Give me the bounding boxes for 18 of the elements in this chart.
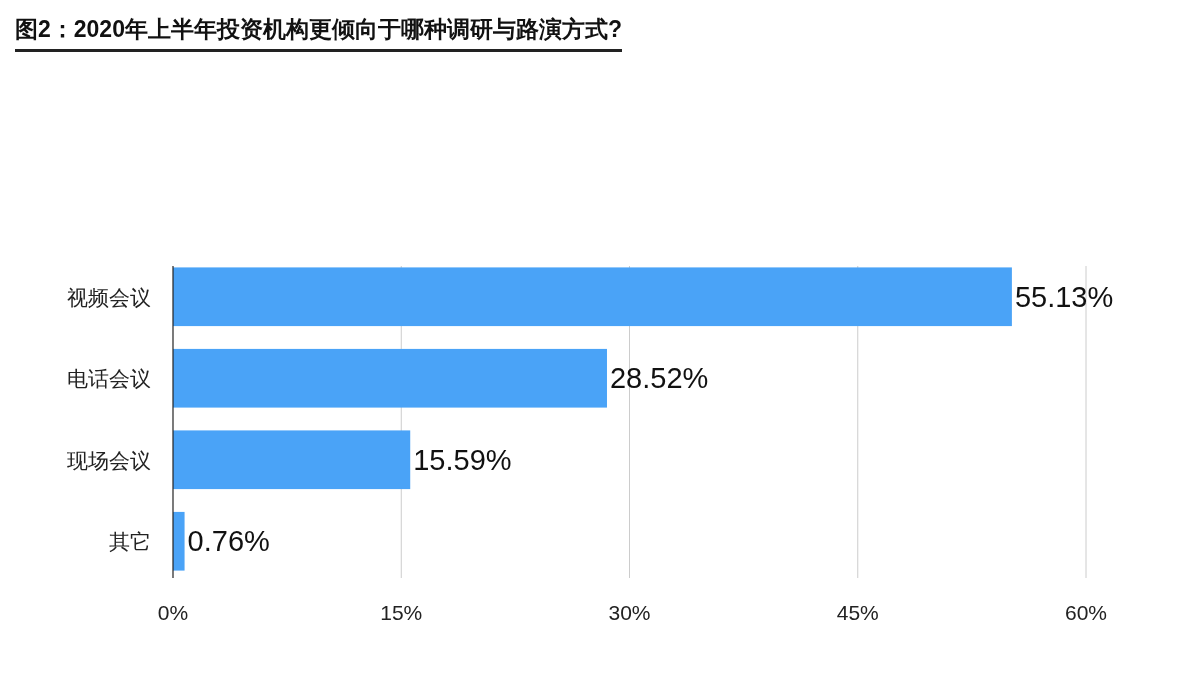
bar bbox=[173, 348, 607, 408]
x-tick-label: 30% bbox=[608, 601, 651, 624]
x-tick-label: 15% bbox=[380, 601, 423, 624]
y-tick-label: 现场会议 bbox=[67, 448, 151, 472]
chart-title: 图2：2020年上半年投资机构更倾向于哪种调研与路演方式? bbox=[15, 14, 623, 52]
y-tick-label: 视频会议 bbox=[67, 285, 151, 309]
data-label: 28.52% bbox=[609, 362, 709, 395]
bar bbox=[173, 511, 185, 571]
data-label: 55.13% bbox=[1014, 280, 1114, 313]
x-tick-label: 45% bbox=[836, 601, 879, 624]
y-tick-label: 其它 bbox=[109, 530, 151, 554]
bar bbox=[173, 267, 1012, 327]
x-tick-label: 60% bbox=[1064, 601, 1108, 624]
data-label: 15.59% bbox=[413, 443, 512, 476]
y-tick-label: 电话会议 bbox=[67, 367, 151, 391]
bar bbox=[173, 430, 411, 490]
x-tick-label: 0% bbox=[157, 601, 189, 624]
data-label: 0.76% bbox=[187, 525, 270, 558]
